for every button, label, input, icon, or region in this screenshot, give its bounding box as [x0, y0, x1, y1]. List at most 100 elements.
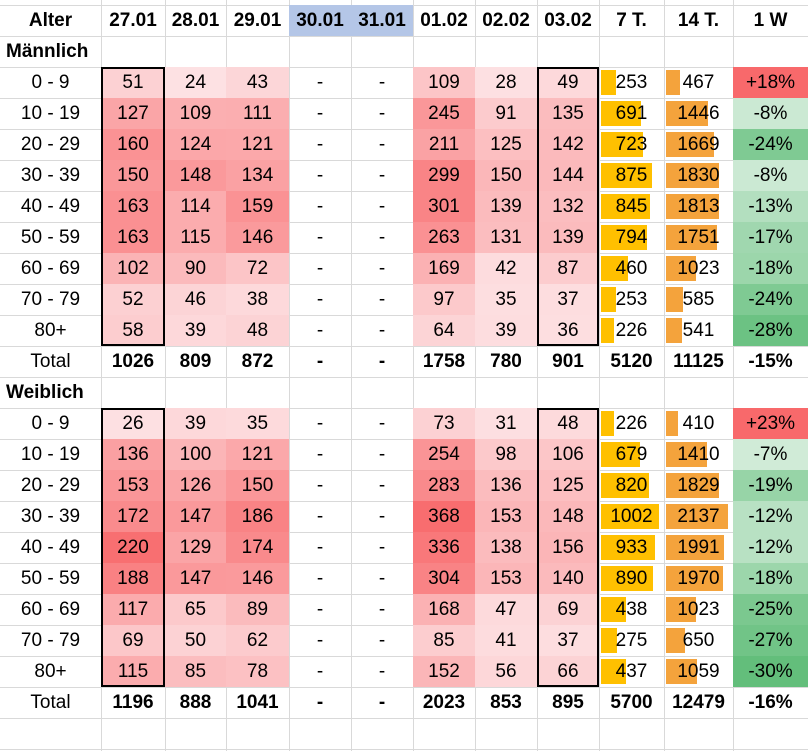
- day-value-cell[interactable]: 115: [101, 656, 165, 687]
- total-day-value[interactable]: 888: [179, 691, 212, 713]
- day-value-cell[interactable]: 39: [165, 408, 226, 439]
- day-value-cell[interactable]: -: [316, 567, 324, 589]
- t7-value[interactable]: 933: [615, 536, 648, 558]
- day-value-cell[interactable]: 37: [537, 625, 599, 656]
- day-value-cell[interactable]: 38: [226, 284, 289, 315]
- header-col-1 W[interactable]: 1 W: [753, 9, 788, 31]
- day-value-cell[interactable]: 87: [537, 253, 599, 284]
- t14-value[interactable]: 1059: [677, 660, 720, 682]
- weekly-change-cell[interactable]: -19%: [733, 470, 808, 501]
- day-value-cell[interactable]: 52: [101, 284, 165, 315]
- t7-value[interactable]: 437: [615, 660, 648, 682]
- day-value-cell[interactable]: 102: [101, 253, 165, 284]
- total-w1[interactable]: -16%: [748, 691, 793, 713]
- weekly-change-cell[interactable]: -12%: [733, 501, 808, 532]
- t14-value[interactable]: 1813: [677, 195, 720, 217]
- day-value-cell[interactable]: 174: [226, 532, 289, 563]
- day-value-cell[interactable]: -: [316, 133, 324, 155]
- t7-value[interactable]: 275: [615, 629, 648, 651]
- total-day-value[interactable]: -: [316, 350, 324, 372]
- day-value-cell[interactable]: 138: [475, 532, 537, 563]
- weekly-change-cell[interactable]: -24%: [733, 284, 808, 315]
- total-day-value[interactable]: 853: [490, 691, 522, 713]
- total-w1[interactable]: -15%: [748, 350, 793, 372]
- day-value-cell[interactable]: 148: [537, 501, 599, 532]
- day-value-cell[interactable]: 147: [165, 563, 226, 594]
- weekly-change-cell[interactable]: -7%: [733, 439, 808, 470]
- t14-value[interactable]: 541: [682, 319, 715, 341]
- day-value-cell[interactable]: 117: [101, 594, 165, 625]
- day-value-cell[interactable]: 24: [165, 67, 226, 98]
- weekly-change-cell[interactable]: -30%: [733, 656, 808, 687]
- day-value-cell[interactable]: -: [378, 598, 386, 620]
- day-value-cell[interactable]: 144: [537, 160, 599, 191]
- day-value-cell[interactable]: 35: [226, 408, 289, 439]
- t7-value[interactable]: 226: [615, 412, 648, 434]
- day-value-cell[interactable]: 42: [475, 253, 537, 284]
- day-value-cell[interactable]: 26: [101, 408, 165, 439]
- total-day-value[interactable]: 809: [179, 350, 212, 372]
- t7-value[interactable]: 890: [615, 567, 648, 589]
- day-value-cell[interactable]: -: [378, 133, 386, 155]
- total-day-value[interactable]: 901: [552, 350, 584, 372]
- header-col-30.01[interactable]: 30.01: [289, 5, 351, 36]
- day-value-cell[interactable]: 56: [475, 656, 537, 687]
- t7-value[interactable]: 691: [615, 102, 648, 124]
- day-value-cell[interactable]: 125: [537, 470, 599, 501]
- day-value-cell[interactable]: 211: [413, 129, 475, 160]
- header-col-27.01[interactable]: 27.01: [109, 9, 157, 31]
- day-value-cell[interactable]: 304: [413, 563, 475, 594]
- day-value-cell[interactable]: 36: [537, 315, 599, 346]
- day-value-cell[interactable]: -: [378, 71, 386, 93]
- total-day-value[interactable]: 872: [241, 350, 274, 372]
- day-value-cell[interactable]: 69: [537, 594, 599, 625]
- day-value-cell[interactable]: 146: [226, 563, 289, 594]
- day-value-cell[interactable]: -: [378, 629, 386, 651]
- day-value-cell[interactable]: 147: [165, 501, 226, 532]
- day-value-cell[interactable]: 160: [101, 129, 165, 160]
- day-value-cell[interactable]: -: [378, 660, 386, 682]
- day-value-cell[interactable]: 78: [226, 656, 289, 687]
- day-value-cell[interactable]: 124: [165, 129, 226, 160]
- day-value-cell[interactable]: 140: [537, 563, 599, 594]
- t7-value[interactable]: 679: [615, 443, 648, 465]
- day-value-cell[interactable]: 35: [475, 284, 537, 315]
- day-value-cell[interactable]: -: [316, 71, 324, 93]
- day-value-cell[interactable]: 150: [475, 160, 537, 191]
- total-day-value[interactable]: 780: [490, 350, 522, 372]
- day-value-cell[interactable]: -: [316, 257, 324, 279]
- day-value-cell[interactable]: 136: [101, 439, 165, 470]
- day-value-cell[interactable]: 245: [413, 98, 475, 129]
- t14-value[interactable]: 1446: [677, 102, 720, 124]
- weekly-change-cell[interactable]: -18%: [733, 253, 808, 284]
- day-value-cell[interactable]: 150: [226, 470, 289, 501]
- day-value-cell[interactable]: 139: [537, 222, 599, 253]
- day-value-cell[interactable]: -: [378, 102, 386, 124]
- day-value-cell[interactable]: 98: [475, 439, 537, 470]
- t7-value[interactable]: 845: [615, 195, 648, 217]
- day-value-cell[interactable]: 153: [475, 501, 537, 532]
- day-value-cell[interactable]: 100: [165, 439, 226, 470]
- day-value-cell[interactable]: 106: [537, 439, 599, 470]
- weekly-change-cell[interactable]: -13%: [733, 191, 808, 222]
- day-value-cell[interactable]: 64: [413, 315, 475, 346]
- day-value-cell[interactable]: -: [316, 102, 324, 124]
- total-t14[interactable]: 12479: [672, 691, 725, 713]
- day-value-cell[interactable]: -: [316, 443, 324, 465]
- day-value-cell[interactable]: 58: [101, 315, 165, 346]
- day-value-cell[interactable]: 263: [413, 222, 475, 253]
- day-value-cell[interactable]: 254: [413, 439, 475, 470]
- day-value-cell[interactable]: 85: [413, 625, 475, 656]
- day-value-cell[interactable]: 111: [226, 98, 289, 129]
- weekly-change-cell[interactable]: +23%: [733, 408, 808, 439]
- t7-value[interactable]: 794: [615, 226, 648, 248]
- day-value-cell[interactable]: 85: [165, 656, 226, 687]
- day-value-cell[interactable]: 168: [413, 594, 475, 625]
- day-value-cell[interactable]: 139: [475, 191, 537, 222]
- day-value-cell[interactable]: 163: [101, 222, 165, 253]
- day-value-cell[interactable]: 109: [413, 67, 475, 98]
- day-value-cell[interactable]: -: [378, 474, 386, 496]
- day-value-cell[interactable]: 301: [413, 191, 475, 222]
- day-value-cell[interactable]: -: [316, 412, 324, 434]
- day-value-cell[interactable]: 31: [475, 408, 537, 439]
